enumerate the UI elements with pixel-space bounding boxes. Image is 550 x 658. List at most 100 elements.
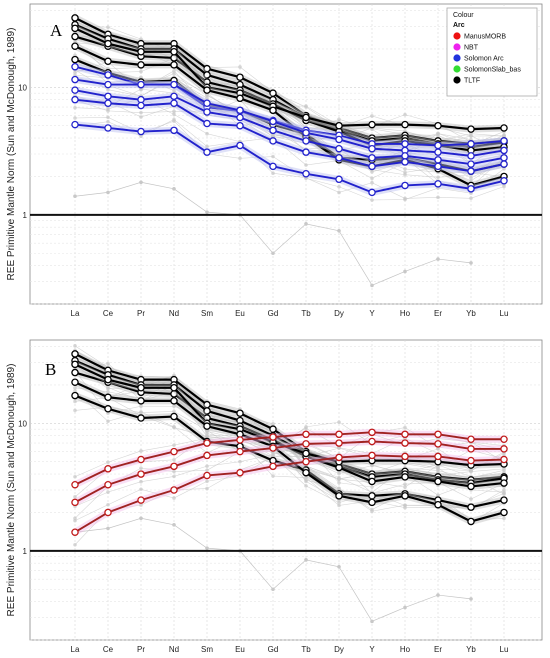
background-sample-line — [74, 390, 505, 510]
series-marker — [71, 528, 79, 536]
background-sample-marker — [106, 490, 110, 494]
series-marker — [104, 465, 112, 473]
background-sample-marker — [337, 500, 341, 505]
background-outlier-marker — [436, 257, 440, 261]
series-marker — [137, 61, 145, 69]
series-marker — [170, 384, 178, 392]
series-line — [74, 352, 505, 482]
x-tick-label: Gd — [268, 645, 279, 654]
background-sample-marker — [469, 178, 473, 183]
legend-title: Colour — [453, 12, 474, 19]
background-sample-marker — [337, 480, 341, 485]
background-sample-marker — [337, 486, 341, 491]
series-marker — [71, 55, 79, 64]
background-sample-marker — [403, 503, 407, 508]
background-outlier-marker — [337, 564, 341, 569]
background-sample-marker — [172, 109, 176, 114]
series-marker — [368, 492, 376, 500]
series-marker — [434, 180, 442, 188]
series-marker — [467, 456, 475, 465]
background-sample-marker — [403, 197, 407, 202]
series-line — [74, 89, 505, 166]
background-outlier-marker — [370, 619, 374, 624]
background-sample-marker — [172, 404, 176, 409]
background-outlier-marker — [403, 269, 407, 274]
series-line — [74, 58, 505, 173]
series-marker — [170, 48, 178, 56]
series-marker — [368, 437, 376, 446]
series-line — [74, 440, 504, 504]
background-sample-marker — [502, 468, 506, 473]
legend: Colour Arc ManusMORB NBT Solomon Arc Sol… — [446, 7, 538, 97]
x-tick-label: Ho — [400, 645, 411, 654]
series-marker — [71, 350, 79, 358]
background-sample-marker — [106, 25, 110, 29]
background-sample-marker — [172, 69, 176, 73]
series-marker — [236, 106, 244, 115]
background-sample-marker — [139, 466, 143, 470]
background-outlier-marker — [337, 228, 341, 233]
background-sample-marker — [337, 117, 341, 122]
background-sample-marker — [238, 459, 242, 464]
background-sample-marker — [106, 87, 110, 92]
legend-label: SolomonSlab_bas — [464, 67, 521, 74]
series-marker — [137, 455, 145, 464]
background-sample-marker — [172, 443, 176, 447]
background-sample-marker — [370, 485, 374, 489]
background-sample-marker — [172, 496, 176, 500]
panel-b-series — [71, 350, 508, 536]
background-outlier-marker — [436, 593, 440, 597]
series-marker — [434, 477, 442, 486]
background-sample-marker — [337, 477, 341, 482]
series-marker — [302, 468, 310, 477]
series-marker — [236, 447, 244, 456]
series-marker — [302, 113, 310, 122]
legend-swatch — [453, 65, 461, 73]
series-line — [74, 363, 505, 467]
series-marker — [71, 498, 79, 507]
series-marker — [104, 124, 112, 132]
series-marker — [500, 124, 508, 132]
series-marker — [71, 24, 79, 33]
series-marker — [434, 440, 442, 448]
series-marker — [71, 378, 79, 386]
series-marker — [71, 86, 79, 94]
series-marker — [269, 126, 277, 135]
series-marker — [170, 61, 178, 69]
y-tick-label: 10 — [18, 83, 27, 92]
background-sample-marker — [73, 542, 77, 547]
series-marker — [104, 92, 112, 101]
x-tick-label: Ho — [400, 309, 411, 318]
series-marker — [170, 397, 178, 405]
series-marker — [335, 439, 343, 447]
background-outlier-marker — [469, 261, 473, 265]
background-outlier-marker — [205, 546, 209, 550]
series-marker — [104, 405, 112, 413]
series-marker — [71, 360, 79, 369]
legend-label: Solomon Arc — [464, 56, 504, 63]
background-sample-marker — [106, 419, 110, 424]
background-sample-marker — [469, 196, 473, 201]
series-line — [74, 27, 505, 131]
series-line — [74, 359, 505, 485]
background-sample-marker — [337, 445, 341, 450]
background-sample-marker — [172, 469, 176, 474]
panel-a: 1 10 La Ce Pr Nd Sm Eu Gd Tb Dy Y Ho Er Yb Lu A REE Pri… — [6, 3, 543, 318]
background-sample-marker — [73, 386, 77, 390]
series-marker — [170, 447, 178, 456]
background-sample-marker — [139, 75, 143, 80]
background-sample-marker — [436, 466, 440, 470]
series-marker — [203, 86, 211, 94]
legend-label: NBT — [464, 45, 479, 52]
x-tick-label: Ce — [103, 645, 114, 654]
x-tick-label: Tb — [301, 645, 311, 654]
y-tick-label: 1 — [23, 211, 28, 220]
series-marker — [434, 121, 442, 130]
series-marker — [203, 451, 211, 460]
background-sample-marker — [271, 154, 275, 159]
background-sample-marker — [172, 409, 176, 414]
background-sample-marker — [205, 464, 209, 468]
panel-b-letter: B — [45, 360, 56, 379]
background-sample-marker — [271, 171, 275, 175]
background-sample-marker — [304, 163, 308, 167]
